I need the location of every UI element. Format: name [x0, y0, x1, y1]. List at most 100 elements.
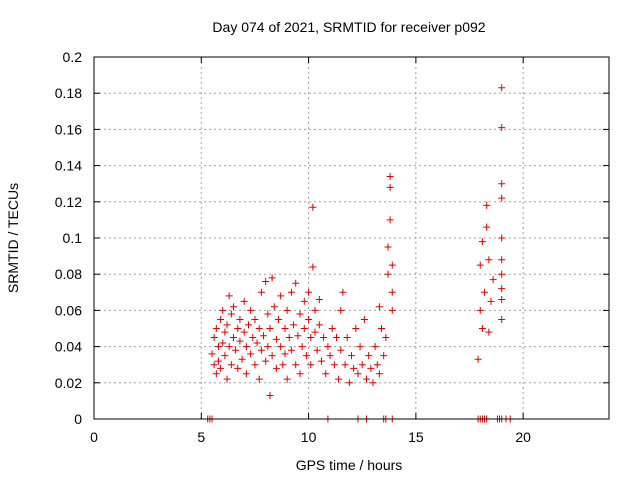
- data-point: [478, 325, 486, 332]
- data-point: [498, 285, 506, 293]
- data-point: [234, 325, 242, 332]
- data-point: [300, 297, 308, 305]
- data-point: [268, 274, 276, 282]
- data-point: [478, 238, 486, 246]
- data-point: [217, 315, 225, 323]
- data-point: [281, 350, 289, 358]
- data-point: [212, 325, 220, 332]
- data-point: [483, 223, 491, 231]
- data-point: [302, 352, 310, 360]
- data-point: [309, 263, 317, 271]
- data-point: [219, 306, 227, 314]
- x-tick-label: 5: [197, 429, 205, 445]
- data-point: [487, 297, 495, 305]
- data-point: [309, 203, 317, 211]
- data-point: [386, 216, 394, 224]
- data-point: [388, 306, 396, 314]
- data-point: [339, 288, 347, 296]
- data-point: [217, 364, 225, 372]
- y-tick-label: 0.04: [55, 339, 82, 355]
- y-tick-label: 0.12: [55, 194, 82, 210]
- data-point: [266, 391, 274, 399]
- data-point: [483, 201, 491, 209]
- data-point: [223, 321, 231, 329]
- data-point: [350, 364, 358, 372]
- data-point: [249, 334, 257, 342]
- data-point: [382, 334, 390, 342]
- data-point: [386, 172, 394, 180]
- data-point: [300, 325, 308, 332]
- data-point: [386, 183, 394, 191]
- x-tick-label: 20: [515, 429, 531, 445]
- y-tick-label: 0.2: [63, 49, 83, 65]
- y-tick-label: 0.08: [55, 266, 82, 282]
- data-point: [236, 337, 244, 345]
- data-point: [268, 352, 276, 360]
- data-point: [307, 361, 315, 369]
- data-point: [498, 84, 506, 92]
- data-point: [326, 352, 334, 360]
- data-point: [283, 306, 291, 314]
- data-point: [298, 343, 306, 351]
- data-point: [307, 334, 315, 342]
- data-point: [378, 325, 386, 332]
- data-point: [369, 379, 377, 387]
- data-point: [227, 310, 235, 318]
- data-point: [292, 279, 300, 287]
- data-point: [296, 310, 304, 318]
- data-point: [208, 350, 216, 358]
- data-point: [380, 352, 388, 360]
- y-tick-label: 0.06: [55, 302, 82, 318]
- data-point: [345, 379, 353, 387]
- data-point: [371, 343, 379, 351]
- data-point: [294, 332, 302, 340]
- data-point: [272, 364, 280, 372]
- data-point: [352, 325, 360, 332]
- data-point: [337, 306, 345, 314]
- x-tick-label: 10: [301, 429, 317, 445]
- data-point: [281, 325, 289, 332]
- data-point: [210, 361, 218, 369]
- grid-lines: [94, 57, 609, 419]
- data-point: [275, 315, 283, 323]
- data-point: [343, 334, 351, 342]
- data-point: [262, 277, 270, 285]
- data-point: [305, 288, 313, 296]
- data-point: [498, 124, 506, 132]
- data-point: [242, 370, 250, 378]
- data-point: [277, 292, 285, 300]
- data-point: [214, 343, 222, 351]
- data-point: [474, 355, 482, 363]
- data-point: [375, 303, 383, 311]
- data-point: [240, 328, 248, 336]
- y-tick-label: 0.14: [55, 158, 82, 174]
- chart-title: Day 074 of 2021, SRMTID for receiver p09…: [212, 19, 485, 35]
- data-point: [260, 332, 268, 340]
- data-point: [266, 325, 274, 332]
- data-point: [236, 315, 244, 323]
- data-point: [232, 346, 240, 354]
- data-point: [290, 321, 298, 329]
- x-tick-label: 15: [408, 429, 424, 445]
- data-point: [348, 352, 355, 360]
- data-point: [257, 288, 265, 296]
- y-tick-label: 0.02: [55, 375, 82, 391]
- data-point: [255, 325, 263, 332]
- data-point: [498, 296, 506, 304]
- data-point: [335, 375, 343, 383]
- y-axis-title: SRMTID / TECUs: [5, 183, 21, 293]
- data-point: [388, 261, 396, 269]
- data-point: [311, 328, 319, 336]
- data-point: [234, 364, 242, 372]
- data-point: [375, 370, 383, 378]
- data-point: [223, 375, 231, 383]
- data-point: [240, 297, 248, 305]
- data-point: [315, 296, 323, 304]
- data-point: [311, 306, 319, 314]
- data-point: [285, 334, 293, 342]
- data-point: [363, 375, 371, 383]
- data-point: [328, 325, 336, 332]
- data-point: [498, 234, 506, 242]
- data-point: [247, 350, 255, 358]
- data-point: [296, 370, 304, 378]
